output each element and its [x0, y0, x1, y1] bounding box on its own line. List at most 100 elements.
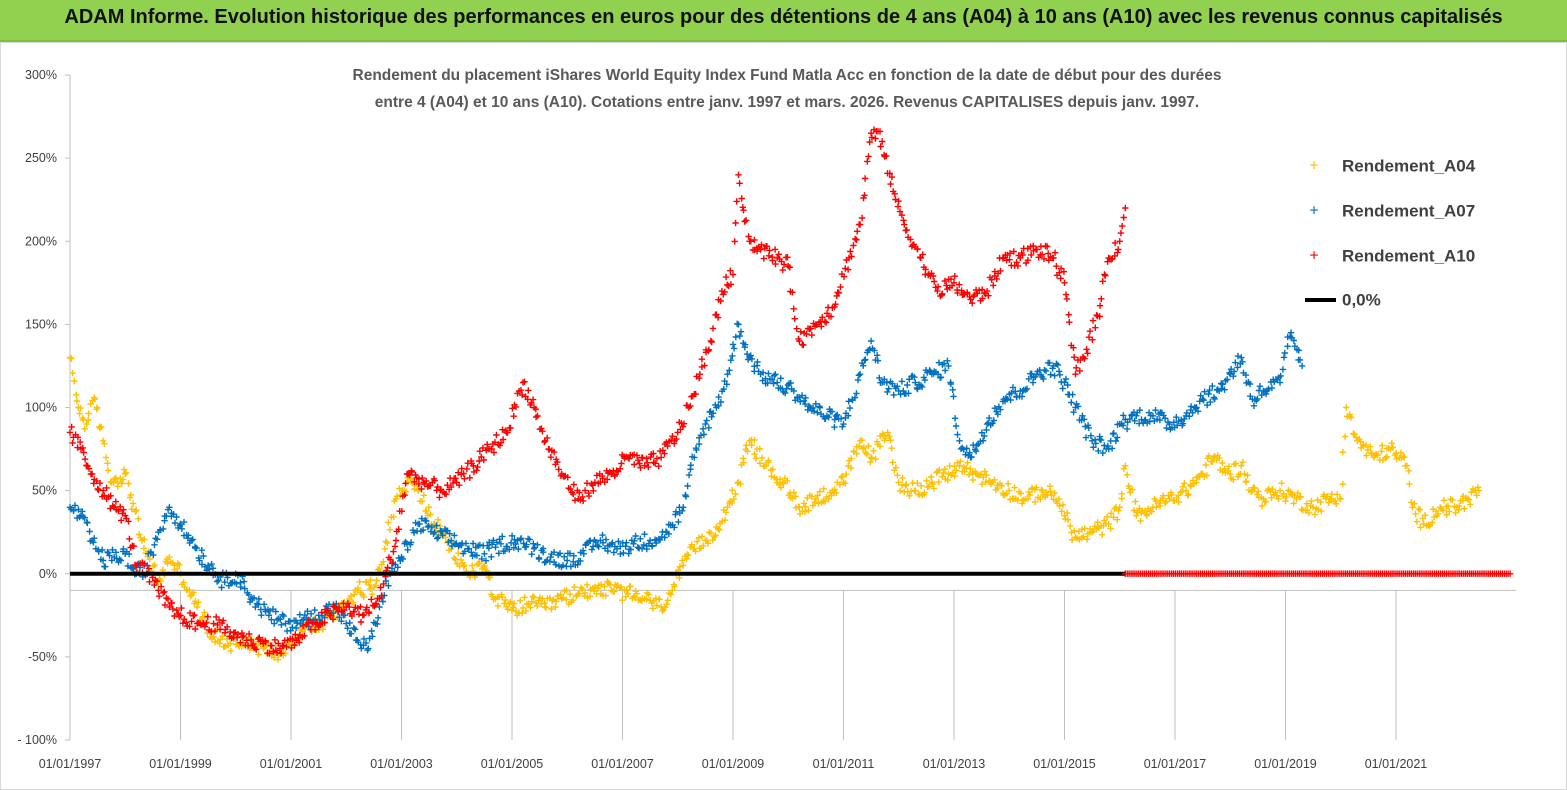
data-point-a04	[978, 481, 986, 488]
data-point-a07	[368, 627, 375, 635]
data-point-a04	[1364, 446, 1372, 454]
data-point-a04	[227, 647, 235, 655]
data-point-a10	[1115, 246, 1122, 253]
data-point-a04	[981, 468, 988, 475]
data-point-a07	[279, 611, 286, 618]
data-point-a07	[495, 550, 502, 557]
data-point-a10	[891, 190, 898, 197]
data-point-a07	[561, 553, 568, 560]
data-point-a10	[395, 526, 402, 533]
data-point-a04	[517, 597, 524, 604]
data-point-a10	[791, 315, 798, 322]
data-point-a04	[1388, 440, 1395, 447]
data-point-a07	[130, 566, 137, 573]
data-point-a07	[956, 437, 963, 444]
data-point-a10	[633, 452, 641, 459]
data-point-a07	[120, 545, 127, 553]
data-point-a04	[1373, 450, 1380, 457]
data-point-a10	[797, 328, 804, 335]
data-point-a10	[357, 618, 365, 626]
data-point-a07	[564, 557, 571, 564]
data-point-a10	[412, 471, 419, 479]
data-point-a04	[752, 455, 760, 462]
data-point-a07	[265, 612, 273, 619]
data-point-a04	[1325, 499, 1332, 506]
data-point-a04	[420, 492, 427, 499]
data-point-a07	[482, 557, 490, 564]
data-point-a07	[627, 546, 634, 553]
data-point-a10	[408, 468, 416, 476]
data-point-a07	[926, 367, 933, 374]
data-point-a07	[945, 362, 952, 370]
data-point-a07	[272, 608, 279, 615]
data-point-a10	[709, 325, 717, 332]
data-point-a04	[1083, 536, 1091, 543]
data-point-a10	[130, 543, 137, 550]
data-point-a10	[914, 245, 921, 253]
data-point-a10	[491, 439, 499, 446]
data-point-a04	[469, 562, 476, 569]
data-point-a04	[1389, 444, 1396, 451]
data-point-a04	[627, 583, 634, 590]
data-point-a04	[548, 605, 555, 613]
data-point-a10	[1117, 229, 1125, 237]
data-point-a07	[890, 391, 897, 399]
data-point-a04	[730, 495, 737, 503]
data-point-a10	[796, 337, 803, 345]
data-point-a04	[542, 604, 550, 611]
data-point-a04	[380, 558, 387, 565]
data-point-a10	[291, 641, 298, 649]
data-point-a04	[1408, 499, 1415, 506]
data-point-a07	[617, 550, 624, 558]
data-point-a04	[1211, 453, 1218, 460]
data-point-a07	[1002, 395, 1010, 402]
data-point-a07	[1238, 354, 1245, 361]
data-point-a04	[649, 605, 656, 612]
data-point-a04	[903, 481, 910, 488]
data-point-a04	[769, 466, 776, 473]
data-point-a10	[528, 399, 535, 407]
data-point-a04	[494, 602, 502, 610]
data-point-a07	[566, 550, 574, 557]
data-point-a04	[274, 656, 282, 663]
data-point-a07	[589, 543, 597, 550]
data-point-a07	[715, 393, 722, 401]
data-point-a07	[1218, 385, 1225, 392]
data-point-a07	[814, 409, 821, 416]
data-point-a07	[374, 620, 381, 628]
data-point-a04	[963, 464, 970, 472]
x-tick-label: 01/01/1999	[149, 757, 212, 771]
data-point-a04	[843, 471, 850, 478]
data-point-a10	[951, 273, 958, 280]
data-point-a10	[879, 138, 886, 145]
x-tick-label: 01/01/2017	[1144, 757, 1207, 771]
data-point-a04	[961, 468, 968, 475]
data-point-a07	[682, 493, 690, 500]
data-point-a10	[901, 221, 908, 228]
data-point-a04	[790, 489, 798, 496]
data-point-a10	[868, 134, 876, 141]
data-point-a04	[714, 525, 722, 532]
data-point-a10	[900, 217, 907, 224]
data-point-a07	[735, 321, 742, 328]
data-point-a10	[872, 135, 879, 142]
data-point-a10	[888, 173, 896, 181]
data-point-a04	[716, 526, 723, 534]
data-point-a07	[1082, 434, 1090, 441]
data-point-a04	[709, 536, 716, 544]
data-point-a07	[540, 549, 547, 556]
data-point-a10	[190, 612, 197, 620]
data-point-a10	[680, 420, 688, 427]
data-point-a10	[721, 288, 728, 296]
data-point-a04	[777, 484, 785, 491]
data-point-a10	[141, 560, 148, 567]
data-point-a10	[103, 484, 110, 492]
data-point-a10	[740, 207, 747, 214]
data-point-a04	[1417, 524, 1424, 531]
data-point-a04	[820, 485, 827, 493]
data-point-a10	[391, 543, 399, 550]
data-point-a10	[69, 439, 76, 447]
data-point-a07	[178, 525, 186, 532]
data-point-a07	[684, 482, 691, 490]
data-point-a07	[1234, 364, 1241, 371]
